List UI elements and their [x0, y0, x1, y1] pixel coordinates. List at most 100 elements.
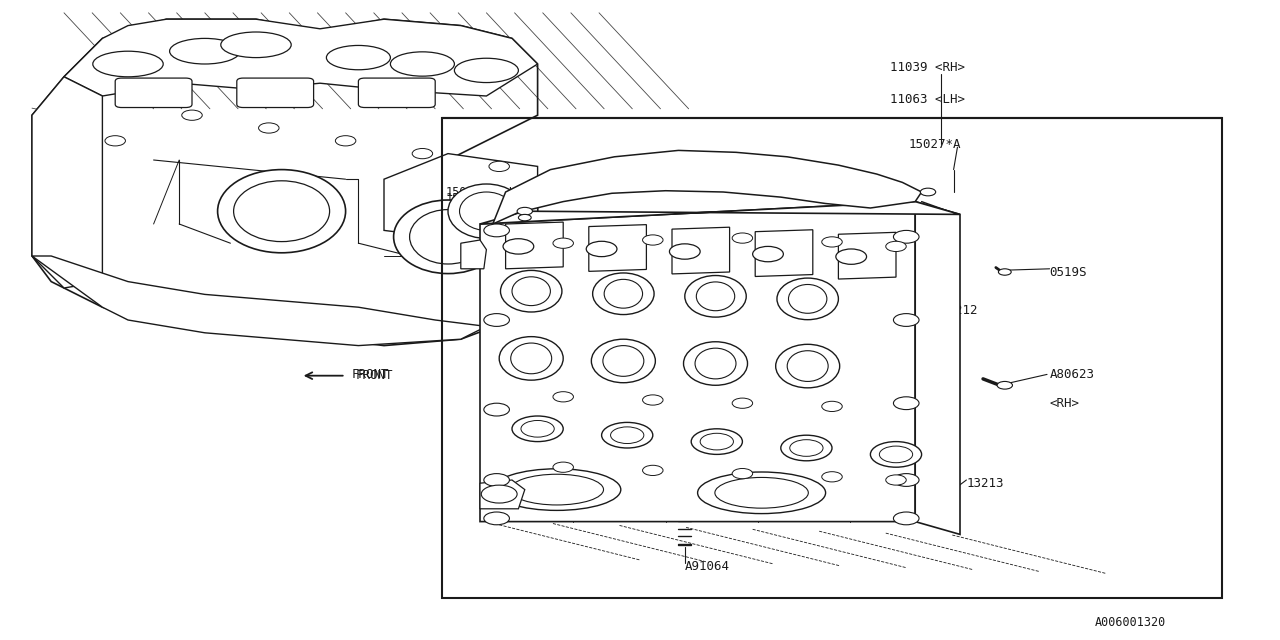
Text: 13213: 13213 [966, 477, 1004, 490]
Text: 15027*A: 15027*A [909, 138, 961, 150]
Circle shape [521, 420, 554, 437]
Circle shape [489, 161, 509, 172]
Text: A80623: A80623 [1050, 368, 1094, 381]
Circle shape [517, 207, 532, 215]
Circle shape [182, 110, 202, 120]
Circle shape [732, 233, 753, 243]
Ellipse shape [603, 346, 644, 376]
Polygon shape [480, 480, 525, 509]
Polygon shape [32, 77, 102, 288]
Circle shape [732, 468, 753, 479]
Polygon shape [461, 240, 486, 269]
Circle shape [886, 241, 906, 252]
Circle shape [611, 427, 644, 444]
FancyBboxPatch shape [115, 78, 192, 108]
Circle shape [335, 136, 356, 146]
Ellipse shape [460, 192, 513, 230]
Text: 13212: 13212 [941, 304, 978, 317]
Circle shape [602, 422, 653, 448]
Circle shape [518, 214, 531, 221]
Circle shape [893, 230, 919, 243]
Polygon shape [506, 222, 563, 269]
Polygon shape [755, 230, 813, 276]
Ellipse shape [511, 343, 552, 374]
Circle shape [503, 239, 534, 254]
Circle shape [893, 397, 919, 410]
Ellipse shape [787, 351, 828, 381]
Circle shape [732, 398, 753, 408]
Ellipse shape [499, 337, 563, 380]
Ellipse shape [326, 45, 390, 70]
Polygon shape [589, 225, 646, 271]
Text: 15027*A<LH>: 15027*A<LH> [445, 192, 524, 205]
Ellipse shape [218, 170, 346, 253]
Circle shape [643, 465, 663, 476]
Ellipse shape [92, 51, 164, 77]
Circle shape [998, 269, 1011, 275]
Ellipse shape [493, 468, 621, 511]
Circle shape [997, 381, 1012, 389]
FancyBboxPatch shape [358, 78, 435, 108]
Ellipse shape [509, 474, 604, 505]
Ellipse shape [776, 344, 840, 388]
Polygon shape [480, 202, 915, 522]
Circle shape [879, 446, 913, 463]
Ellipse shape [170, 38, 241, 64]
Circle shape [484, 512, 509, 525]
Text: 11039 <RH>: 11039 <RH> [890, 61, 965, 74]
Circle shape [553, 462, 573, 472]
Ellipse shape [591, 339, 655, 383]
Ellipse shape [714, 477, 809, 508]
Text: <RH>: <RH> [1050, 397, 1079, 410]
Polygon shape [480, 202, 960, 224]
FancyBboxPatch shape [237, 78, 314, 108]
Ellipse shape [221, 32, 292, 58]
Ellipse shape [593, 273, 654, 314]
Circle shape [753, 246, 783, 262]
Polygon shape [384, 154, 538, 243]
Circle shape [836, 249, 867, 264]
Polygon shape [32, 256, 486, 346]
Circle shape [893, 314, 919, 326]
Bar [442, 118, 1222, 598]
Circle shape [643, 395, 663, 405]
Circle shape [920, 188, 936, 196]
Ellipse shape [788, 284, 827, 313]
Ellipse shape [454, 58, 518, 83]
Text: 0519S: 0519S [1050, 266, 1087, 278]
Text: FRONT: FRONT [356, 369, 393, 382]
Circle shape [822, 472, 842, 482]
Ellipse shape [685, 275, 746, 317]
Ellipse shape [234, 180, 330, 241]
Circle shape [781, 435, 832, 461]
Circle shape [553, 238, 573, 248]
Circle shape [700, 433, 733, 450]
Circle shape [586, 241, 617, 257]
Circle shape [412, 148, 433, 159]
Circle shape [484, 403, 509, 416]
Ellipse shape [777, 278, 838, 319]
Ellipse shape [684, 342, 748, 385]
Ellipse shape [410, 210, 486, 264]
Circle shape [669, 244, 700, 259]
Ellipse shape [390, 52, 454, 76]
Circle shape [870, 442, 922, 467]
Ellipse shape [512, 276, 550, 305]
Text: 15027*A<LH>: 15027*A<LH> [445, 186, 524, 198]
Circle shape [259, 123, 279, 133]
Polygon shape [672, 227, 730, 274]
Ellipse shape [448, 184, 525, 239]
Circle shape [790, 440, 823, 456]
Text: 11063 <LH>: 11063 <LH> [890, 93, 965, 106]
Polygon shape [32, 19, 538, 346]
Text: A91064: A91064 [685, 560, 730, 573]
Ellipse shape [604, 279, 643, 308]
Circle shape [484, 224, 509, 237]
Ellipse shape [698, 472, 826, 513]
Ellipse shape [394, 200, 502, 274]
Circle shape [484, 314, 509, 326]
Circle shape [481, 485, 517, 503]
Circle shape [105, 136, 125, 146]
Circle shape [691, 429, 742, 454]
Circle shape [553, 392, 573, 402]
